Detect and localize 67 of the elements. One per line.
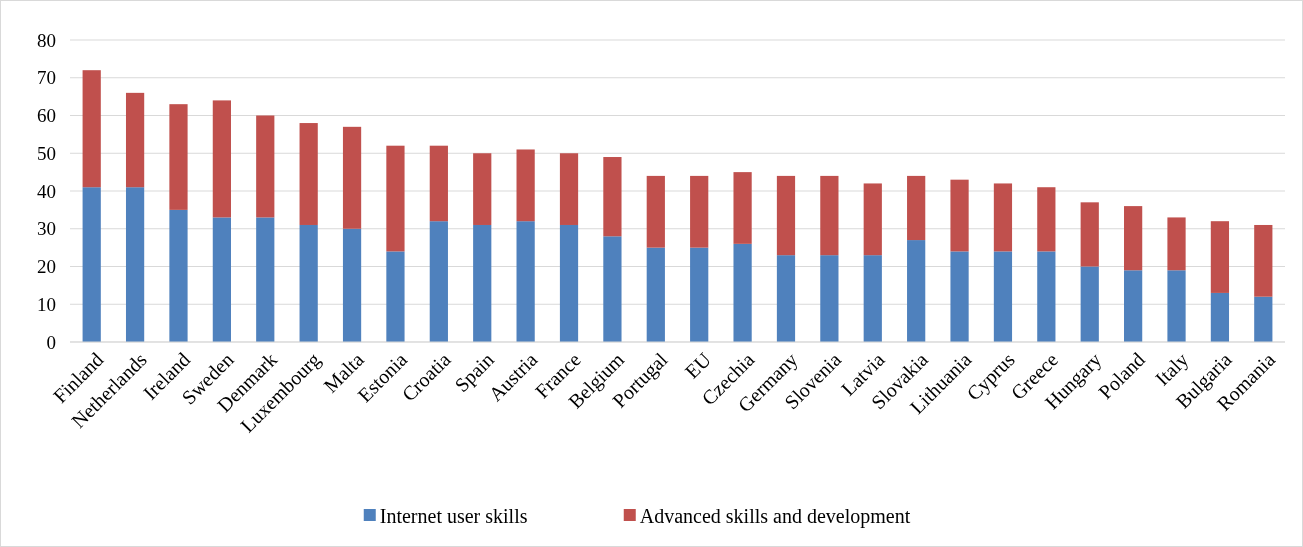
bar — [212, 100, 231, 218]
bar — [1167, 217, 1186, 271]
bar — [429, 221, 448, 342]
bar — [429, 145, 448, 222]
bar — [1210, 221, 1230, 293]
y-tick-label: 40 — [37, 180, 56, 202]
bar — [863, 255, 882, 342]
y-tick-label: 50 — [37, 142, 56, 164]
bar — [733, 172, 752, 244]
bar — [169, 209, 188, 342]
y-tick-label: 70 — [37, 67, 56, 89]
bar — [212, 217, 231, 342]
bar — [169, 104, 188, 210]
bar — [776, 175, 796, 256]
y-tick-label: 20 — [37, 256, 56, 278]
y-tick-label: 0 — [46, 331, 56, 353]
bar — [299, 224, 318, 342]
y-tick-label: 10 — [37, 293, 56, 315]
bar — [516, 221, 535, 342]
bar — [690, 247, 709, 342]
bar — [646, 247, 665, 342]
bar — [256, 115, 275, 218]
bar — [473, 224, 492, 342]
bar — [125, 92, 145, 188]
bar — [907, 240, 926, 342]
bar — [516, 149, 535, 222]
bar — [603, 236, 622, 342]
bar — [733, 243, 752, 342]
bar — [950, 251, 969, 342]
bar — [1124, 206, 1143, 271]
bar — [1037, 251, 1056, 342]
bar — [820, 175, 839, 256]
legend-label: Advanced skills and development — [639, 505, 911, 528]
bar — [863, 183, 882, 256]
bar — [820, 255, 839, 342]
bar — [299, 123, 318, 225]
bar — [386, 251, 405, 342]
bar — [776, 255, 796, 342]
legend-label: Internet user skills — [379, 505, 528, 527]
bar — [1080, 202, 1099, 267]
y-tick-label: 30 — [37, 218, 56, 240]
bar — [993, 183, 1013, 252]
bar — [690, 175, 709, 248]
bar — [342, 228, 362, 342]
bar — [559, 224, 579, 342]
bar — [1167, 270, 1186, 342]
bar — [473, 153, 492, 225]
bar — [907, 175, 926, 241]
bar — [950, 179, 969, 252]
bar — [646, 175, 665, 248]
y-tick-label: 80 — [37, 29, 56, 51]
bar — [993, 251, 1013, 342]
y-tick-label: 60 — [37, 105, 56, 127]
bar — [559, 153, 579, 225]
bar — [82, 187, 101, 342]
bar — [256, 217, 275, 342]
bar — [82, 70, 101, 188]
bar — [603, 157, 622, 237]
bar — [1254, 296, 1273, 342]
bar — [1080, 266, 1099, 342]
bar — [1037, 187, 1056, 252]
bar — [1254, 224, 1273, 297]
bar — [1124, 270, 1143, 342]
bar — [386, 145, 405, 252]
bar — [342, 126, 362, 229]
bar — [125, 187, 145, 342]
bar — [1210, 292, 1230, 342]
